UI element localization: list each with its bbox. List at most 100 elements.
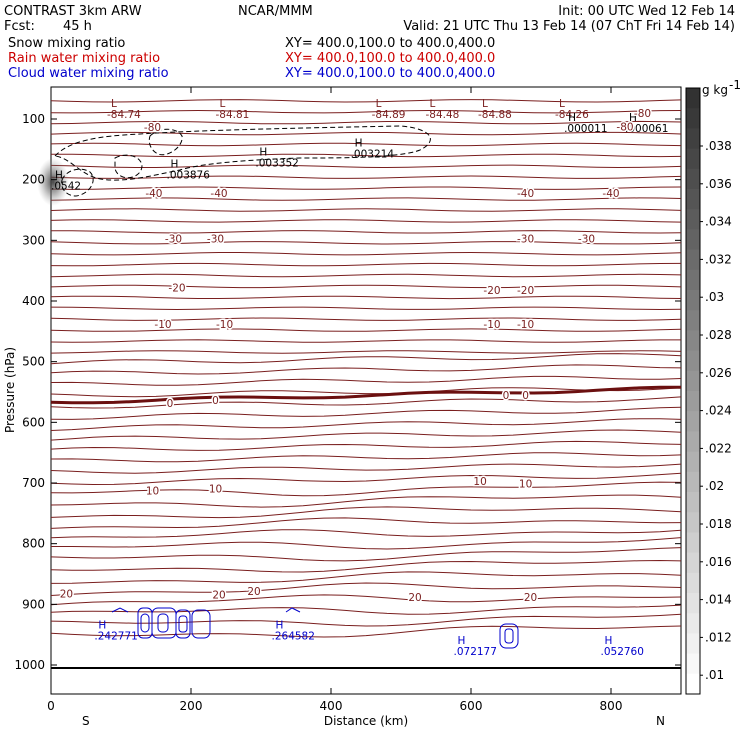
extremum-value: .000011 [564,123,607,135]
isotherm-label: -10 [154,319,171,331]
isotherm-label: 20 [408,592,421,604]
isotherm-label: 20 [212,590,225,602]
isotherm-line [50,350,682,354]
x-tick-label: 600 [460,699,483,713]
colorbar-swatch [686,88,700,109]
isotherm-line [50,164,682,169]
isotherm-line [50,582,682,596]
extremum-mark: H [355,137,363,149]
chart-title: CONTRAST 3km ARW [4,4,142,19]
extremum-value: .242771 [94,631,137,643]
y-tick-label: 300 [22,233,45,247]
colorbar-swatch [686,492,700,513]
isotherm-line [50,99,682,103]
colorbar-swatch [686,370,700,392]
y-tick-label: 700 [22,476,45,490]
colorbar-swatch [686,189,700,210]
isotherm-line [50,251,682,256]
isotherm-line [50,208,682,212]
colorbar-swatch [686,512,700,533]
extremum-value: .003352 [255,157,298,169]
extremum-mark: L [430,98,436,110]
init-time: Init: 00 UTC Wed 12 Feb 14 [558,4,735,19]
isotherm-line [50,142,682,147]
isotherm-line [50,328,682,332]
colorbar-tick-label: .026 [705,366,732,380]
isotherm-label: -10 [216,319,233,331]
colorbar-swatch [686,310,700,331]
colorbar-tick-label: .01 [705,668,724,682]
isotherm-line [51,230,682,234]
isotherm-label: -20 [483,285,500,297]
cloud-water-cell-5 [499,623,519,649]
colorbar-tick-label: .036 [705,177,732,191]
cloud-water-cell-3-inner [178,615,188,633]
cloud-ice-contour-upper [148,128,183,156]
extremum-value: -84.26 [555,109,589,121]
y-tick-label: 500 [22,355,45,369]
isotherm-label: 0 [503,390,510,402]
isotherm-line [50,472,682,486]
colorbar-swatch [686,128,700,150]
colorbar-swatch [686,411,700,432]
extremum-value: -84.89 [372,109,406,121]
colorbar-tick-label: .03 [705,290,724,304]
isotherm-line [50,153,682,158]
x-axis: 0 200 400 600 800 [47,87,622,713]
colorbar-swatch [686,391,700,412]
extremum-value: .0542 [51,180,81,192]
colorbar-tick-label: .022 [705,441,732,455]
field-name-cloud-water: Cloud water mixing ratio [8,66,169,81]
isotherm-label: -80 [144,122,161,134]
colorbar-swatch [686,633,700,655]
isotherm-label: 0 [522,390,529,402]
isotherm-label: 10 [473,476,486,488]
isotherm-line [50,571,682,584]
colorbar-swatch [686,572,700,594]
isotherm-line [50,559,682,573]
x-axis-label: Distance (km) [324,714,408,728]
isotherm-line [50,120,682,125]
extremum-value: -84.81 [216,109,250,121]
extremum-mark: H [629,112,637,124]
isotherm-line [50,219,682,223]
isotherm-line [50,262,682,267]
colorbar-tick-label: .012 [705,630,732,644]
isotherm-line [51,537,682,550]
cloud-ice-contour-mid [114,154,143,179]
isotherm-line [50,387,682,398]
y-tick-label: 200 [22,173,45,187]
colorbar-swatch [686,229,700,251]
colorbar-unit: g kg [702,83,728,97]
y-axis-label: Pressure (hPa) [3,347,17,433]
colorbar: .038 .036 .034 .032 .03 .028 .026 .024 .022 .02 .0… [685,87,732,695]
x-tick-label: 200 [180,699,203,713]
colorbar-swatch [686,168,700,190]
isotherm-line [50,418,682,431]
cloud-water-cell-5-inner [504,628,514,644]
isotherm-line [50,109,682,114]
extremum-value: -84.74 [107,109,141,121]
isotherm-label: 20 [524,592,537,604]
extremum-value: -84.48 [426,109,460,121]
isotherm-line [50,317,682,321]
isotherm-line [50,375,682,386]
x-tick-label: 400 [320,699,343,713]
colorbar-swatch [686,249,700,271]
colorbar-swatch [686,330,700,352]
isotherm-label: -40 [145,188,162,200]
isotherm-line [50,295,682,300]
colorbar-tick-label: .038 [705,139,732,153]
colorbar-swatch [686,290,700,311]
colorbar-swatch [686,148,700,170]
cloud-ice-contours [53,125,431,197]
isotherm-label: -30 [165,234,182,246]
extremum-mark: L [559,98,565,110]
isotherm-line [50,197,682,201]
cloud-water-contour-b [285,607,301,613]
cloud-water-contour-a [111,607,129,613]
y-tick-label: 600 [22,415,45,429]
colorbar-tick-label: .034 [705,215,732,229]
colorbar-swatch [686,350,700,372]
